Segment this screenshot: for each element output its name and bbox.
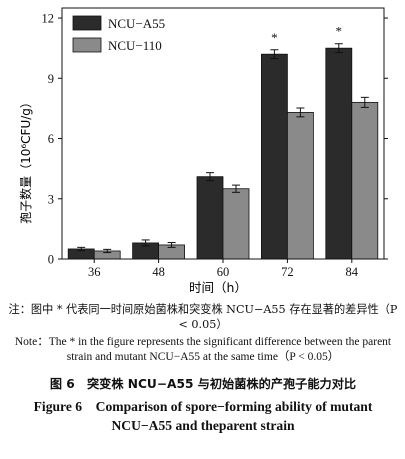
x-tick-label-60: 60 [217, 265, 230, 279]
x-tick-label-48: 48 [152, 265, 165, 279]
bar-ncu-a55-84 [325, 47, 353, 260]
legend-item-ncu-110: NCU−110 [72, 37, 162, 53]
legend-swatch [72, 37, 102, 53]
error-bar-ncu-a55-36 [77, 246, 86, 252]
legend-item-ncu-a55: NCU−A55 [72, 15, 165, 31]
y-tick-label-6: 6 [48, 132, 54, 146]
error-bar-ncu-a55-60 [206, 172, 214, 182]
y-axis-label: 孢子数量（10⁶CFU/g） [18, 96, 33, 224]
bar-ncu-110-60 [222, 188, 250, 260]
figure-caption-english: Figure 6 Comparison of spore−forming abi… [33, 399, 373, 433]
figure-caption-chinese: 图 6 突变株 NCU−A55 与初始菌株的产孢子能力对比 [49, 377, 357, 391]
y-tick-label-9: 9 [48, 72, 54, 86]
bar-ncu-110-72 [286, 112, 314, 260]
legend-swatch [72, 15, 102, 31]
error-bar-ncu-110-72 [296, 107, 305, 118]
y-tick-label-0: 0 [48, 253, 54, 267]
y-tick-label-3: 3 [48, 192, 54, 206]
x-axis-label: 时间（h） [189, 280, 247, 295]
error-bar-ncu-110-36 [103, 248, 112, 254]
error-bar-ncu-110-84 [360, 96, 369, 108]
error-bar-ncu-110-60 [232, 184, 240, 193]
x-tick-label-84: 84 [346, 265, 359, 279]
error-bar-ncu-110-48 [167, 242, 176, 248]
significance-marker-84: * [336, 24, 343, 39]
error-bar-ncu-a55-72 [270, 49, 279, 60]
error-bar-ncu-a55-84 [334, 43, 343, 54]
y-tick-label-12: 12 [42, 12, 55, 26]
x-tick-label-72: 72 [281, 265, 294, 279]
legend-label: NCU−110 [108, 38, 162, 53]
plot-frame [61, 7, 385, 260]
bar-ncu-110-84 [351, 101, 379, 260]
significance-marker-72: * [271, 30, 278, 45]
bar-ncu-a55-60 [196, 176, 224, 260]
note-english: Note：The * in the figure represents the … [14, 336, 392, 363]
error-bar-ncu-a55-48 [141, 239, 150, 247]
x-tick-label-36: 36 [88, 265, 101, 279]
legend-label: NCU−A55 [108, 16, 165, 31]
bar-ncu-a55-72 [260, 53, 288, 260]
note-chinese: 注：图中 * 代表同一时间原始菌株和突变株 NCU−A55 存在显著的差异性（P… [8, 303, 398, 331]
